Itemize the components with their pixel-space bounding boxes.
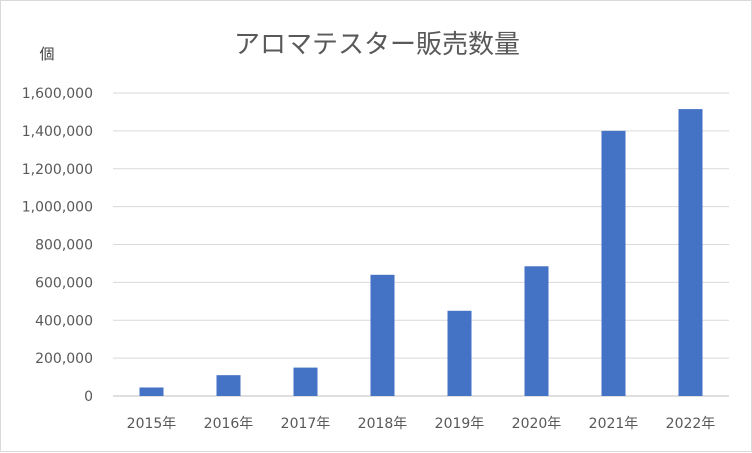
- y-tick-label: 1,600,000: [22, 86, 93, 102]
- bar-0: [139, 387, 164, 396]
- bar-3: [370, 274, 395, 396]
- bar-2: [293, 367, 318, 396]
- y-axis-ticks: 0 200,000 400,000 600,000 800,000 1,000,000 1,…: [22, 86, 93, 405]
- y-tick-label: 1,200,000: [22, 162, 93, 178]
- bar-6: [601, 130, 626, 396]
- gridlines: [113, 92, 729, 397]
- x-tick-label: 2018年: [358, 416, 408, 432]
- y-tick-label: 1,400,000: [22, 124, 93, 140]
- chart-title: アロマテスター販売数量: [234, 30, 520, 60]
- x-axis-ticks: 2015年 2016年 2017年 2018年 2019年 2020年 2021年 2022年: [127, 416, 716, 432]
- x-tick-label: 2015年: [127, 416, 177, 432]
- x-tick-label: 2016年: [204, 416, 254, 432]
- y-tick-label: 0: [84, 389, 93, 405]
- y-tick-label: 1,000,000: [22, 200, 93, 216]
- x-tick-label: 2021年: [589, 416, 639, 432]
- bar-5: [524, 266, 549, 396]
- x-tick-label: 2017年: [281, 416, 331, 432]
- bars: [139, 109, 703, 397]
- bar-4: [447, 310, 472, 396]
- x-tick-label: 2022年: [666, 416, 716, 432]
- bar-7: [678, 109, 703, 397]
- bar-1: [216, 375, 241, 396]
- y-tick-label: 200,000: [35, 351, 93, 367]
- y-axis-unit-label: 個: [39, 45, 54, 63]
- y-tick-label: 800,000: [35, 238, 93, 254]
- y-tick-label: 400,000: [35, 313, 93, 329]
- y-tick-label: 600,000: [35, 275, 93, 291]
- x-tick-label: 2019年: [435, 416, 485, 432]
- x-tick-label: 2020年: [512, 416, 562, 432]
